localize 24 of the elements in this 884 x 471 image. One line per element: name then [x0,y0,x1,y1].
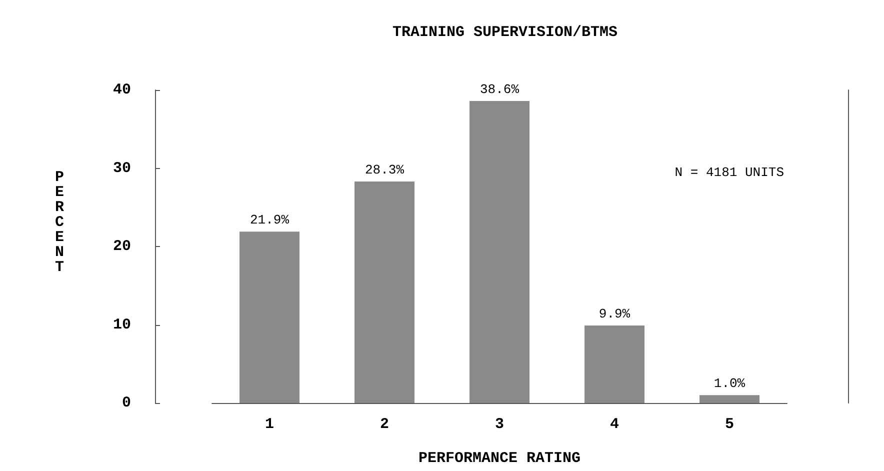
bar [700,395,760,403]
y-tick-label: 40 [112,82,131,98]
data-label: 9.9% [598,306,630,322]
bar [584,326,644,403]
y-tick-label: 30 [112,160,131,177]
bar [470,100,530,403]
x-tick-label: 1 [264,416,274,433]
data-label: 1.0% [714,376,746,392]
x-axis-title: PERFORMANCE RATING [418,450,581,467]
data-label: 38.6% [480,82,520,97]
bar [240,232,300,403]
y-tick-label: 0 [122,394,131,412]
x-tick-label: 2 [380,416,390,433]
y-tick-label: 10 [112,316,131,334]
data-label: 21.9% [250,212,290,228]
x-tick-label: 5 [724,416,734,433]
x-tick-label: 3 [494,416,504,433]
annotation: N = 4181 UNITS [674,165,784,180]
y-axis-title: PERCENT [54,169,64,276]
y-tick-label: 20 [112,238,131,255]
data-label: 28.3% [364,162,404,178]
x-tick-label: 4 [610,416,620,433]
bar [354,182,414,403]
chart-title: TRAINING SUPERVISION/BTMS [392,24,618,41]
